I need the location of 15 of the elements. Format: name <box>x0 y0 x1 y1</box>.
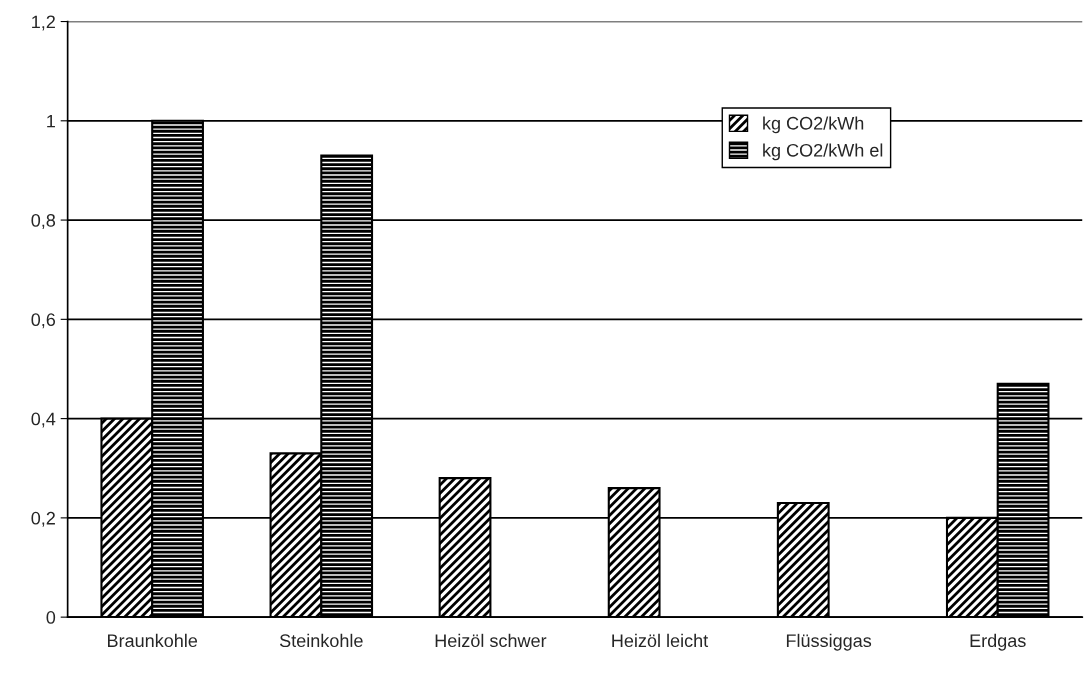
x-tick-label: Steinkohle <box>279 633 363 648</box>
y-tick-label: 1,2 <box>32 15 55 31</box>
x-tick-label: Flüssiggas <box>786 633 872 651</box>
y-tick-label: 0,2 <box>31 511 55 527</box>
x-tick-label: Heizöl schwer <box>435 633 547 648</box>
y-tick-label: 0,4 <box>31 412 56 428</box>
y-tick-label: 0,6 <box>31 313 56 329</box>
y-tick-label: 1 <box>47 114 55 128</box>
x-tick-label: Heizöl leicht <box>612 633 709 648</box>
legend-label: kg CO2/kWh <box>763 116 864 134</box>
x-tick-label: Braunkohle <box>108 633 198 648</box>
y-tick-label: 0,8 <box>31 214 56 229</box>
y-tick-label: 0 <box>46 611 56 624</box>
legend-label: kg CO2/kWh el <box>763 143 883 161</box>
x-tick-label: Erdgas <box>970 633 1026 651</box>
